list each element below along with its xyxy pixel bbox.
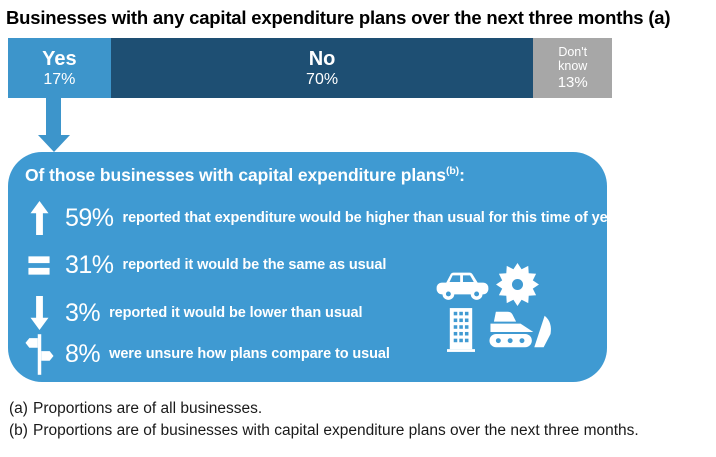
bulldozer-icon	[488, 310, 553, 357]
building-icon	[447, 308, 475, 357]
segment-label: Yes	[42, 47, 77, 70]
segment-value: 17%	[43, 70, 76, 88]
signpost-icon	[22, 333, 56, 375]
detail-panel: Of those businesses with capital expendi…	[8, 152, 621, 382]
bar-segment-dont-know: Don't know 13%	[533, 38, 612, 98]
segment-value: 13%	[557, 74, 588, 91]
stat-value: 31%	[65, 250, 114, 279]
page-title: Businesses with any capital expenditure …	[6, 7, 671, 28]
segment-value: 70%	[306, 70, 339, 88]
footnote-b: (b) Proportions are of businesses with c…	[9, 420, 639, 442]
segment-label: No	[308, 47, 336, 70]
footnote-a: (a) Proportions are of all businesses.	[9, 398, 639, 420]
stat-value: 8%	[65, 339, 101, 368]
stat-row-same: 31% reported it would be the same as usu…	[22, 244, 386, 286]
stat-text: reported it would be lower than usual	[109, 305, 363, 321]
panel-heading-colon: :	[459, 165, 465, 185]
stat-row-lower: 3% reported it would be lower than usual	[22, 292, 363, 334]
bar-segment-yes: Yes 17%	[8, 38, 111, 98]
stat-value: 3%	[65, 298, 101, 327]
segment-label: Don't know	[558, 45, 588, 73]
stat-row-higher: 59% reported that expenditure would be h…	[22, 197, 621, 239]
stat-value: 59%	[65, 203, 114, 232]
down-arrow-stem	[46, 97, 61, 136]
down-arrow-icon	[38, 135, 70, 152]
arrow-up-icon	[22, 201, 56, 235]
equals-icon	[22, 253, 56, 278]
footnote-marker: (b)	[9, 422, 28, 439]
stat-text: reported that expenditure would be highe…	[122, 210, 622, 226]
stacked-bar: Yes 17% No 70% Don't know 13%	[8, 38, 612, 98]
panel-heading: Of those businesses with capital expendi…	[25, 165, 465, 186]
saw-blade-icon	[495, 262, 540, 312]
footnotes: (a) Proportions are of all businesses. (…	[9, 398, 639, 442]
panel-heading-footnote-ref: (b)	[445, 165, 460, 178]
footnote-text: Proportions are of all businesses.	[33, 400, 263, 417]
arrow-down-icon	[22, 296, 56, 330]
stat-text: were unsure how plans compare to usual	[109, 346, 390, 362]
footnote-marker: (a)	[9, 400, 28, 417]
stat-text: reported it would be the same as usual	[122, 257, 387, 273]
bar-segment-no: No 70%	[110, 38, 534, 98]
car-icon	[436, 269, 489, 306]
footnote-text: Proportions are of businesses with capit…	[33, 422, 639, 439]
panel-heading-text: Of those businesses with capital expendi…	[25, 165, 446, 185]
stat-row-unsure: 8% were unsure how plans compare to usua…	[22, 333, 390, 375]
